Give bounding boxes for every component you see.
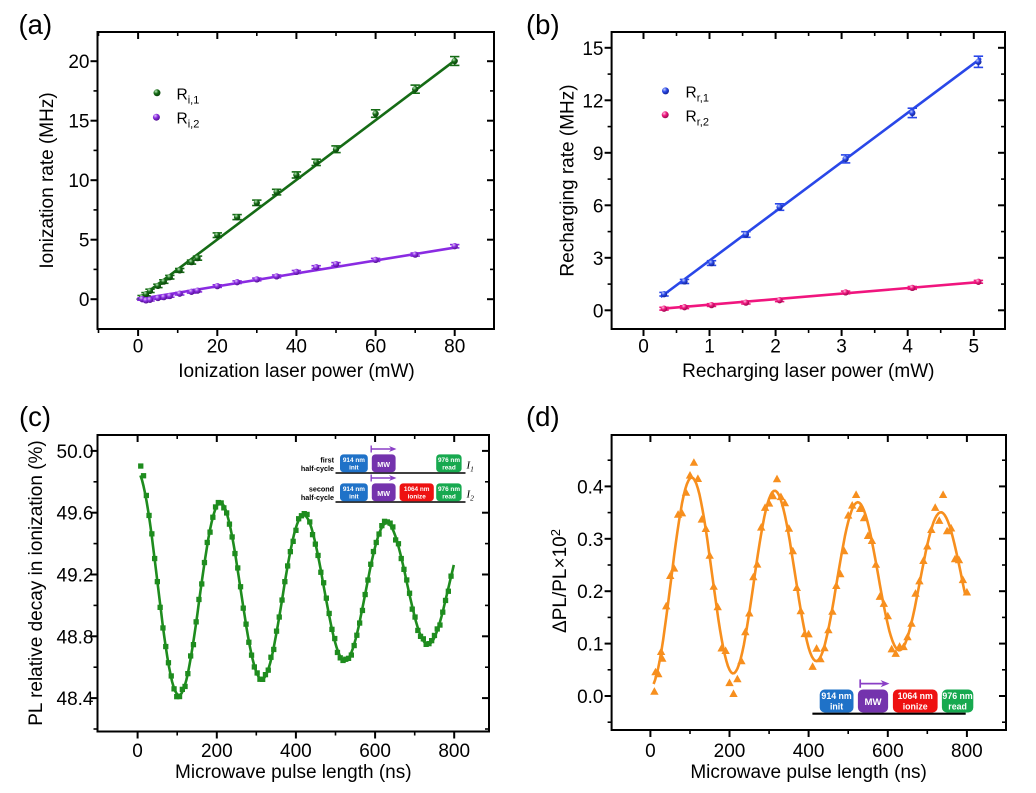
svg-text:15: 15	[582, 39, 603, 60]
svg-text:0: 0	[132, 741, 143, 762]
svg-text:(b): (b)	[526, 9, 560, 40]
svg-text:48.8: 48.8	[57, 627, 94, 648]
svg-text:914 nm: 914 nm	[821, 691, 851, 701]
svg-text:MW: MW	[864, 697, 882, 708]
svg-text:800: 800	[438, 741, 470, 762]
svg-text:first: first	[320, 456, 334, 465]
svg-text:I2: I2	[466, 489, 475, 503]
svg-text:(d): (d)	[526, 401, 560, 432]
svg-text:12: 12	[582, 91, 603, 112]
svg-text:5: 5	[969, 337, 980, 358]
svg-text:49.6: 49.6	[57, 504, 94, 525]
svg-text:1064 nm: 1064 nm	[898, 691, 933, 701]
svg-text:5: 5	[79, 231, 90, 252]
svg-text:init: init	[349, 493, 359, 500]
svg-text:Recharging rate (MHz): Recharging rate (MHz)	[558, 84, 579, 276]
svg-text:0.2: 0.2	[577, 582, 603, 603]
svg-text:0.0: 0.0	[577, 687, 603, 708]
svg-text:976 nm: 976 nm	[942, 691, 972, 701]
svg-text:Ionization laser power (mW): Ionization laser power (mW)	[178, 361, 415, 382]
svg-text:9: 9	[593, 144, 604, 165]
svg-text:200: 200	[714, 741, 746, 762]
svg-text:914 nm: 914 nm	[343, 486, 365, 493]
svg-text:0: 0	[133, 337, 144, 358]
svg-text:read: read	[948, 702, 967, 712]
svg-text:0: 0	[645, 741, 656, 762]
svg-text:200: 200	[201, 741, 233, 762]
svg-text:40: 40	[286, 337, 307, 358]
svg-text:0.1: 0.1	[577, 635, 603, 656]
svg-text:0: 0	[593, 301, 604, 322]
svg-text:Microwave pulse length (ns): Microwave pulse length (ns)	[690, 762, 927, 783]
svg-text:0: 0	[638, 337, 649, 358]
svg-text:second: second	[309, 485, 334, 494]
svg-text:400: 400	[793, 741, 825, 762]
svg-text:49.2: 49.2	[57, 566, 94, 587]
svg-text:914 nm: 914 nm	[343, 457, 365, 464]
svg-text:0: 0	[79, 290, 90, 311]
svg-text:60: 60	[365, 337, 386, 358]
svg-text:half-cycle: half-cycle	[301, 464, 334, 473]
svg-text:600: 600	[872, 741, 904, 762]
svg-text:init: init	[830, 702, 843, 712]
svg-text:976 nm: 976 nm	[438, 457, 460, 464]
svg-text:half-cycle: half-cycle	[301, 493, 334, 502]
svg-text:20: 20	[68, 52, 89, 73]
svg-text:6: 6	[593, 196, 604, 217]
svg-text:I1: I1	[466, 460, 474, 474]
svg-text:80: 80	[444, 337, 465, 358]
svg-text:ionize: ionize	[903, 702, 928, 712]
svg-text:800: 800	[951, 741, 983, 762]
svg-text:ΔPL/PL×102: ΔPL/PL×102	[548, 529, 571, 633]
svg-text:3: 3	[593, 249, 604, 270]
svg-text:976 nm: 976 nm	[438, 486, 460, 493]
svg-text:(c): (c)	[19, 401, 51, 432]
svg-text:Microwave pulse length (ns): Microwave pulse length (ns)	[175, 762, 412, 783]
svg-text:1064 nm: 1064 nm	[404, 486, 430, 493]
svg-text:15: 15	[68, 112, 89, 133]
svg-text:48.4: 48.4	[57, 689, 94, 710]
svg-text:50.0: 50.0	[57, 442, 94, 463]
svg-text:(a): (a)	[19, 9, 53, 40]
svg-text:PL relative decay in ionizatio: PL relative decay in ionization (%)	[26, 440, 47, 726]
svg-text:10: 10	[68, 171, 89, 192]
svg-text:MW: MW	[377, 489, 390, 498]
svg-text:read: read	[442, 464, 456, 471]
svg-text:ionize: ionize	[408, 493, 427, 500]
svg-text:3: 3	[836, 337, 847, 358]
svg-text:2: 2	[770, 337, 781, 358]
svg-text:20: 20	[207, 337, 228, 358]
svg-text:1: 1	[704, 337, 715, 358]
svg-text:MW: MW	[377, 460, 390, 469]
svg-text:init: init	[349, 464, 359, 471]
svg-text:Ionization rate (MHz): Ionization rate (MHz)	[37, 92, 58, 268]
svg-text:600: 600	[359, 741, 391, 762]
svg-text:0.4: 0.4	[577, 477, 604, 498]
svg-text:read: read	[442, 493, 456, 500]
svg-text:400: 400	[280, 741, 312, 762]
svg-text:4: 4	[902, 337, 913, 358]
svg-text:Recharging laser power (mW): Recharging laser power (mW)	[682, 361, 934, 382]
svg-text:0.3: 0.3	[577, 530, 603, 551]
